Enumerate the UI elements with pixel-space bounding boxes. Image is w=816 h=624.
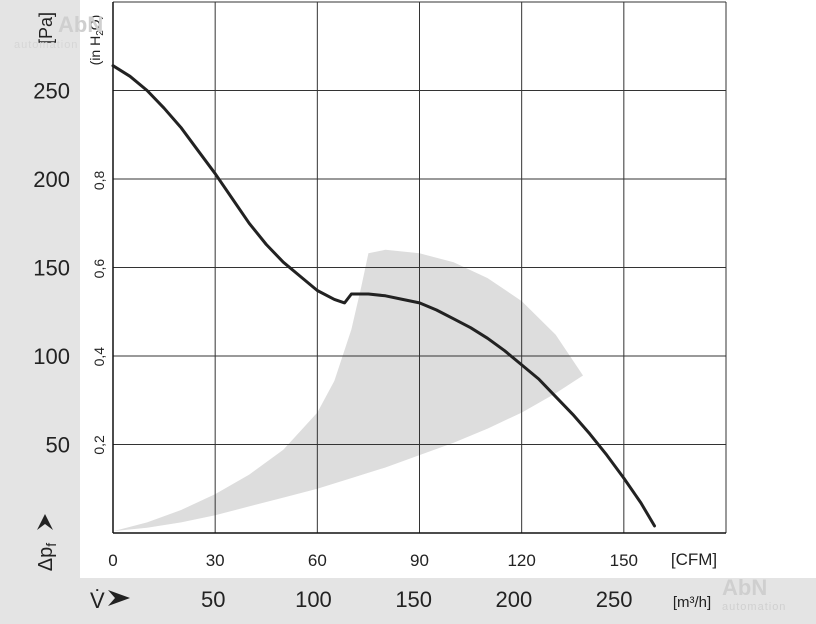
bottom-axis-band xyxy=(80,578,816,624)
x-bottom-tick-100: 100 xyxy=(295,587,332,612)
x-top-tick-120: 120 xyxy=(507,551,535,570)
y-arrow-icon xyxy=(37,514,53,530)
y-left-tick-100: 100 xyxy=(33,344,70,369)
operating-region xyxy=(113,249,583,532)
y-axis-symbol-text: Δpf xyxy=(35,543,59,571)
plot-area: 50 100 150 200 250 0,2 0,4 0,6 0,8 0 30 60 90 120 150 5… xyxy=(33,1,727,612)
pressure-curve xyxy=(111,64,656,528)
x-top-tick-30: 30 xyxy=(206,551,225,570)
watermark-brand-2: AbN xyxy=(722,575,767,600)
y-left-unit-label: [Pa] xyxy=(36,12,56,44)
y-left-tick-250: 250 xyxy=(33,79,70,104)
x-bottom-tick-150: 150 xyxy=(395,587,432,612)
y-axis-symbol: Δpf xyxy=(35,514,59,571)
y-left-tick-200: 200 xyxy=(33,167,70,192)
watermark-tagline-2: automation xyxy=(722,601,786,613)
x-bottom-tick-250: 250 xyxy=(596,587,633,612)
x-top-unit-label: [CFM] xyxy=(671,550,717,569)
y-right-tick-3: 0,8 xyxy=(91,170,107,190)
y-left-tick-50: 50 xyxy=(46,433,70,458)
x-top-tick-60: 60 xyxy=(308,551,327,570)
y-right-tick-0: 0,2 xyxy=(91,435,107,455)
x-bottom-unit-label: [m³/h] xyxy=(673,594,711,611)
x-arrow-icon xyxy=(108,590,130,606)
watermark-brand: AbN xyxy=(58,12,103,37)
y-right-tick-1: 0,4 xyxy=(91,347,107,367)
x-top-tick-150: 150 xyxy=(610,551,638,570)
left-axis-band xyxy=(0,0,80,624)
x-bottom-tick-50: 50 xyxy=(201,587,225,612)
x-axis-symbol: V̇ xyxy=(90,588,105,613)
y-left-tick-150: 150 xyxy=(33,256,70,281)
y-right-tick-2: 0,6 xyxy=(91,259,107,279)
x-top-tick-90: 90 xyxy=(410,551,429,570)
x-bottom-tick-200: 200 xyxy=(496,587,533,612)
y-right-unit-label: (in H2O) xyxy=(87,15,106,66)
x-top-tick-0: 0 xyxy=(108,551,117,570)
watermark-tagline: automation xyxy=(14,39,78,51)
